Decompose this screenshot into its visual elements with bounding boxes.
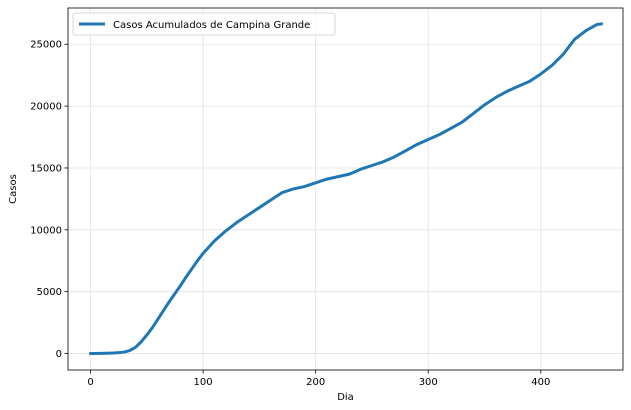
y-tick-label: 15000 [30,163,62,174]
x-tick-label: 200 [306,377,325,388]
series-line [89,22,604,356]
y-tick-label: 0 [56,349,62,360]
y-tick-label: 25000 [30,40,62,51]
plot-frame [67,7,624,371]
x-tick-label: 100 [194,377,213,388]
legend: Casos Acumulados de Campina Grande [72,12,336,36]
y-tick-label: 10000 [30,225,62,236]
x-tick-label: 0 [87,377,93,388]
legend-box [72,12,336,36]
gridlines [68,8,623,370]
y-tick-label: 5000 [37,287,62,298]
axis-ticks: 0 100 200 300 400 0 5000 10000 15000 20000 25000 [30,40,550,388]
x-axis-label: Dia [337,392,354,403]
series-layer [89,22,604,356]
x-tick-label: 300 [419,377,438,388]
y-axis-label: Casos [8,174,19,204]
legend-entry: Casos Acumulados de Campina Grande [113,20,310,31]
x-tick-label: 400 [531,377,550,388]
y-tick-label: 20000 [30,102,62,113]
